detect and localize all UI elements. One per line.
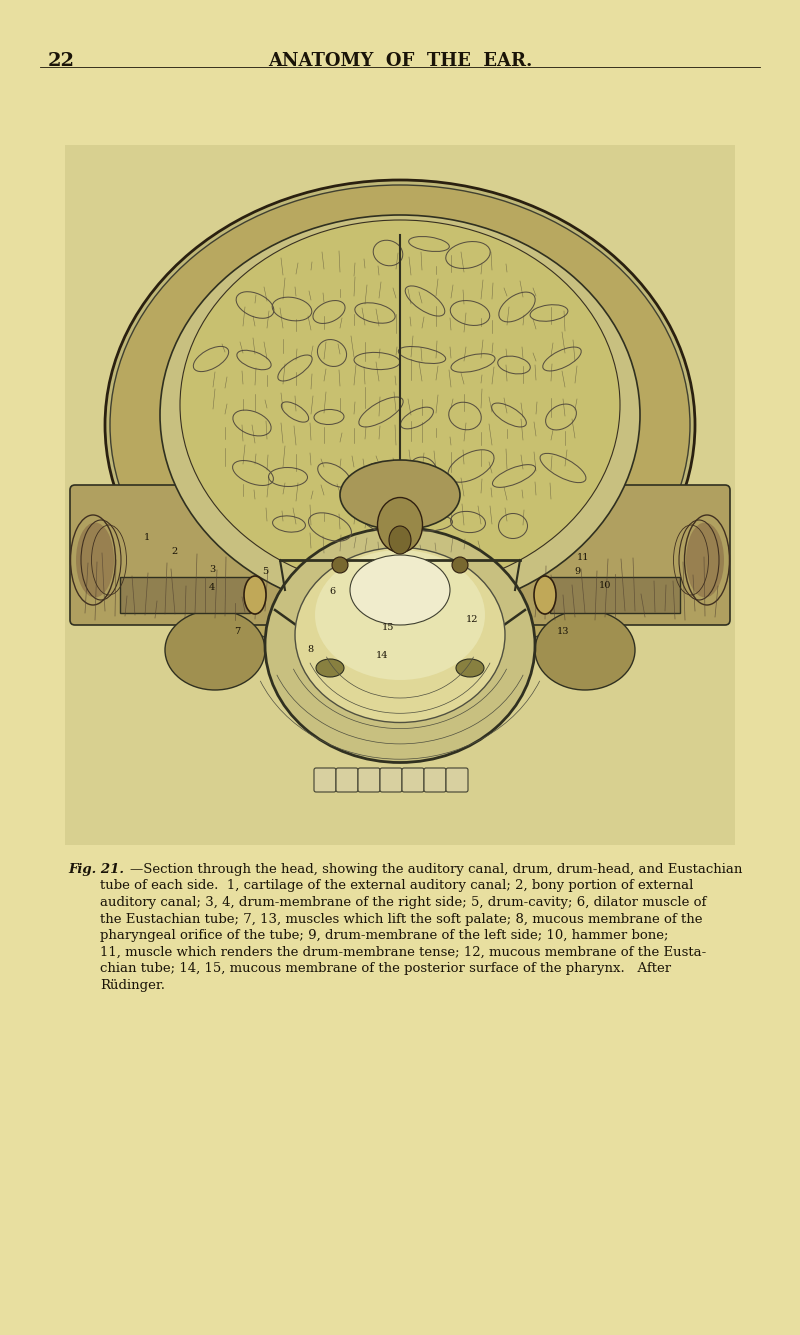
FancyBboxPatch shape	[70, 485, 290, 625]
Circle shape	[332, 557, 348, 573]
FancyBboxPatch shape	[358, 768, 380, 792]
Ellipse shape	[389, 526, 411, 554]
Text: 15: 15	[382, 623, 394, 633]
Text: 1: 1	[144, 534, 150, 542]
Ellipse shape	[340, 461, 460, 530]
Text: Rüdinger.: Rüdinger.	[100, 979, 165, 992]
Ellipse shape	[686, 522, 724, 598]
Ellipse shape	[456, 659, 484, 677]
Text: the Eustachian tube; 7, 13, muscles which lift the soft palate; 8, mucous membra: the Eustachian tube; 7, 13, muscles whic…	[100, 913, 702, 925]
Ellipse shape	[160, 215, 640, 615]
Ellipse shape	[315, 550, 485, 680]
Text: auditory canal; 3, 4, drum-membrane of the right side; 5, drum-cavity; 6, dilato: auditory canal; 3, 4, drum-membrane of t…	[100, 896, 706, 909]
Text: 22: 22	[48, 52, 75, 69]
Text: 12: 12	[466, 615, 478, 625]
Ellipse shape	[535, 610, 635, 690]
Bar	[65, 146, 735, 845]
FancyBboxPatch shape	[446, 768, 468, 792]
Text: 14: 14	[376, 650, 388, 659]
Text: 10: 10	[599, 581, 611, 590]
Text: 11, muscle which renders the drum-membrane tense; 12, mucous membrane of the Eus: 11, muscle which renders the drum-membra…	[100, 945, 706, 959]
Text: tube of each side.  1, cartilage of the external auditory canal; 2, bony portion: tube of each side. 1, cartilage of the e…	[100, 880, 694, 893]
Text: —Section through the head, showing the auditory canal, drum, drum-head, and Eust: —Section through the head, showing the a…	[130, 862, 742, 876]
Text: ANATOMY  OF  THE  EAR.: ANATOMY OF THE EAR.	[268, 52, 532, 69]
Text: 9: 9	[574, 567, 580, 577]
Text: 5: 5	[262, 567, 268, 577]
Text: 7: 7	[234, 627, 240, 637]
Ellipse shape	[180, 220, 620, 590]
Text: 3: 3	[209, 566, 215, 574]
Ellipse shape	[316, 659, 344, 677]
Text: 8: 8	[307, 646, 313, 654]
Text: 13: 13	[557, 627, 570, 637]
Ellipse shape	[265, 527, 535, 762]
FancyBboxPatch shape	[510, 485, 730, 625]
Ellipse shape	[350, 555, 450, 625]
Text: chian tube; 14, 15, mucous membrane of the posterior surface of the pharynx.   A: chian tube; 14, 15, mucous membrane of t…	[100, 963, 671, 975]
Bar	[120, 577, 250, 613]
Text: pharyngeal orifice of the tube; 9, drum-membrane of the left side; 10, hammer bo: pharyngeal orifice of the tube; 9, drum-…	[100, 929, 669, 943]
Ellipse shape	[534, 575, 556, 614]
Ellipse shape	[244, 575, 266, 614]
Text: 2: 2	[172, 547, 178, 557]
Ellipse shape	[105, 180, 695, 670]
Ellipse shape	[110, 186, 690, 665]
Ellipse shape	[378, 498, 422, 553]
Text: 6: 6	[329, 587, 335, 597]
FancyBboxPatch shape	[314, 768, 336, 792]
FancyBboxPatch shape	[380, 768, 402, 792]
Ellipse shape	[295, 547, 505, 722]
Text: 11: 11	[577, 554, 590, 562]
Bar	[550, 577, 680, 613]
FancyBboxPatch shape	[402, 768, 424, 792]
FancyBboxPatch shape	[336, 768, 358, 792]
Circle shape	[452, 557, 468, 573]
FancyBboxPatch shape	[424, 768, 446, 792]
Text: 4: 4	[209, 583, 215, 593]
Text: Fig. 21.: Fig. 21.	[68, 862, 124, 876]
Ellipse shape	[165, 610, 265, 690]
Ellipse shape	[76, 522, 114, 598]
